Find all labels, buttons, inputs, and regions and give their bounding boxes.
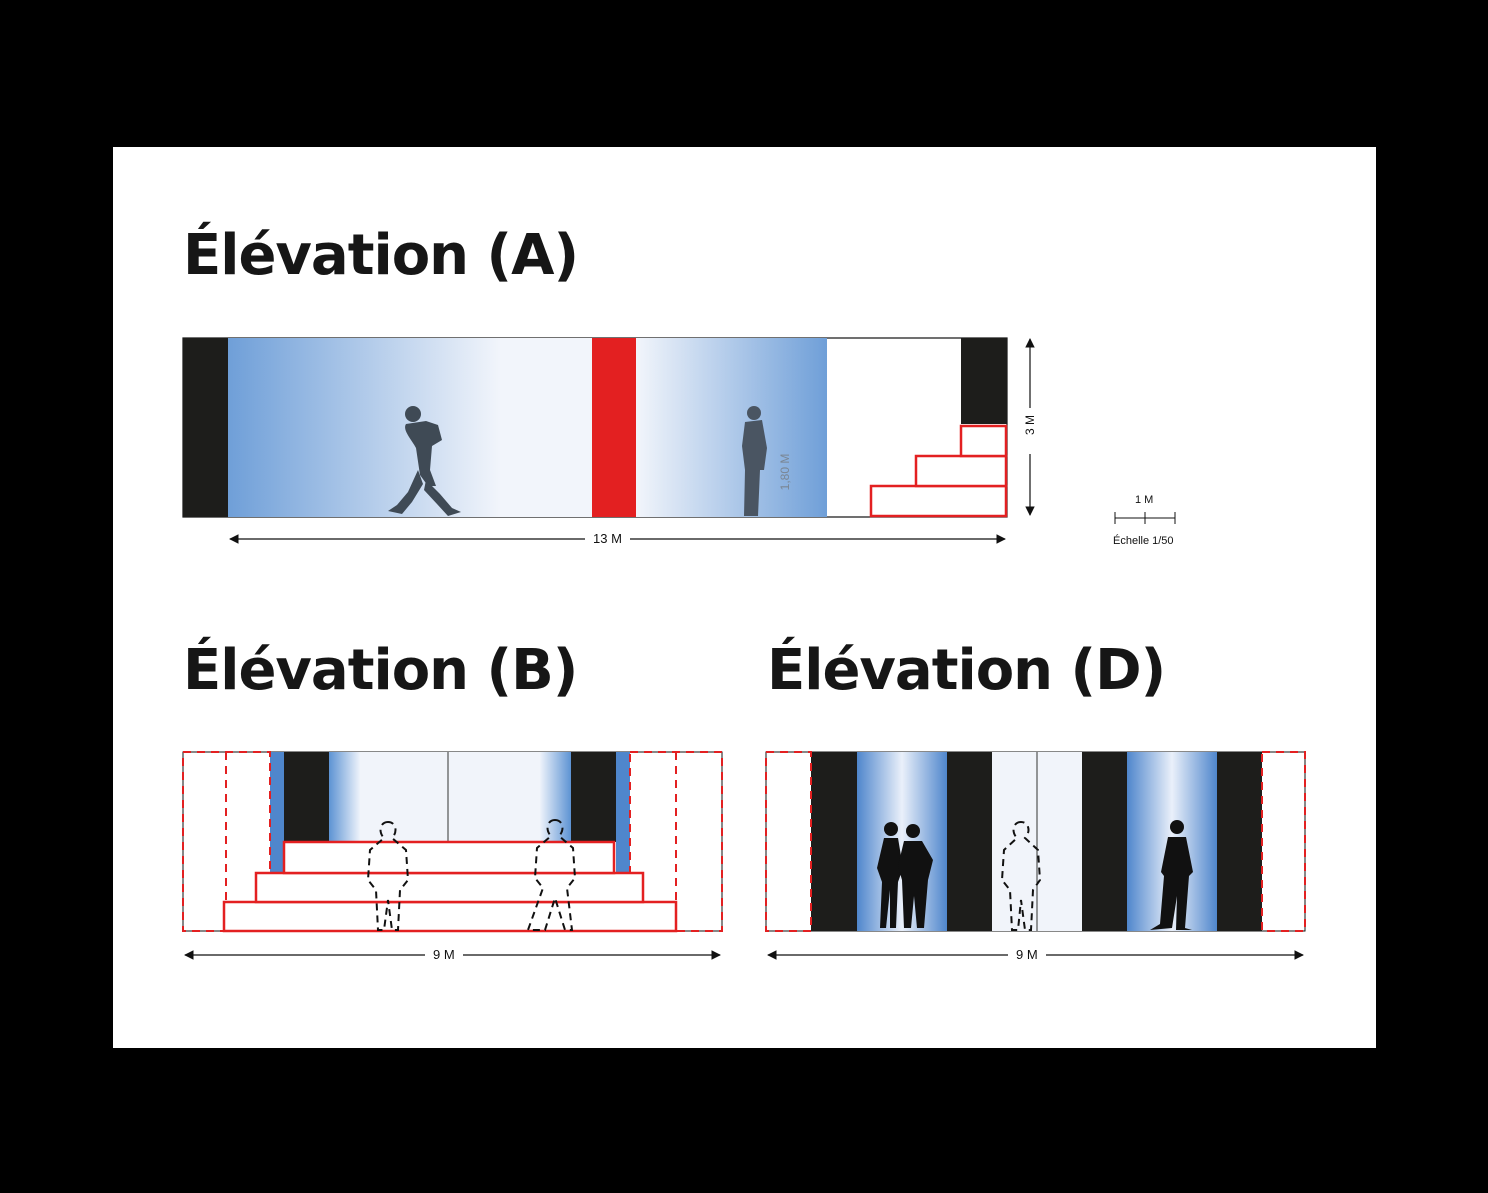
- elevation-b-wall: [182, 751, 723, 960]
- stepped-platform: [222, 840, 678, 933]
- elevation-b-title: Élévation (B): [183, 638, 578, 703]
- dashed-outline-panels: [765, 751, 1306, 932]
- dashed-person-outline-icon: [1000, 820, 1042, 931]
- blue-gradient-panel: [636, 338, 827, 517]
- elevation-b-width-label: 9 M: [425, 947, 463, 962]
- elevation-d-wall: [765, 751, 1306, 960]
- scale-unit-label: 1 M: [1135, 494, 1154, 506]
- person-height-label: 1,80 M: [778, 454, 792, 491]
- black-panel: [947, 752, 992, 931]
- standing-person-icon: [1150, 820, 1193, 930]
- elevation-d-title: Élévation (D): [767, 638, 1166, 703]
- couple-silhouette-icon: [877, 822, 933, 928]
- red-panel: [592, 338, 636, 517]
- black-panel: [811, 752, 857, 931]
- scale-bar: [1114, 512, 1176, 524]
- black-panel: [183, 338, 228, 517]
- elevation-a-title: Élévation (A): [183, 223, 579, 288]
- black-panel: [961, 338, 1007, 424]
- walking-person-icon: [388, 406, 461, 516]
- blue-gradient-panel: [540, 752, 571, 842]
- blue-strip: [616, 752, 630, 872]
- staircase: [869, 424, 1008, 518]
- elevation-a-wall: 1,80 M 3 M: [182, 337, 1041, 544]
- scale-caption: Échelle 1/50: [1113, 535, 1174, 547]
- blue-gradient-panel: [857, 752, 947, 931]
- elevation-a-width-label: 13 M: [585, 531, 630, 546]
- height-label: 3 M: [1023, 415, 1037, 435]
- black-panel: [1217, 752, 1262, 931]
- elevation-d-width-label: 9 M: [1008, 947, 1046, 962]
- blue-strip: [270, 752, 284, 872]
- dashed-person-outline-icon: [366, 818, 577, 931]
- black-panel: [284, 752, 329, 842]
- black-panel: [1082, 752, 1127, 931]
- black-panel: [571, 752, 616, 842]
- standing-person-icon: [742, 406, 767, 516]
- blue-gradient-panel: [329, 752, 360, 842]
